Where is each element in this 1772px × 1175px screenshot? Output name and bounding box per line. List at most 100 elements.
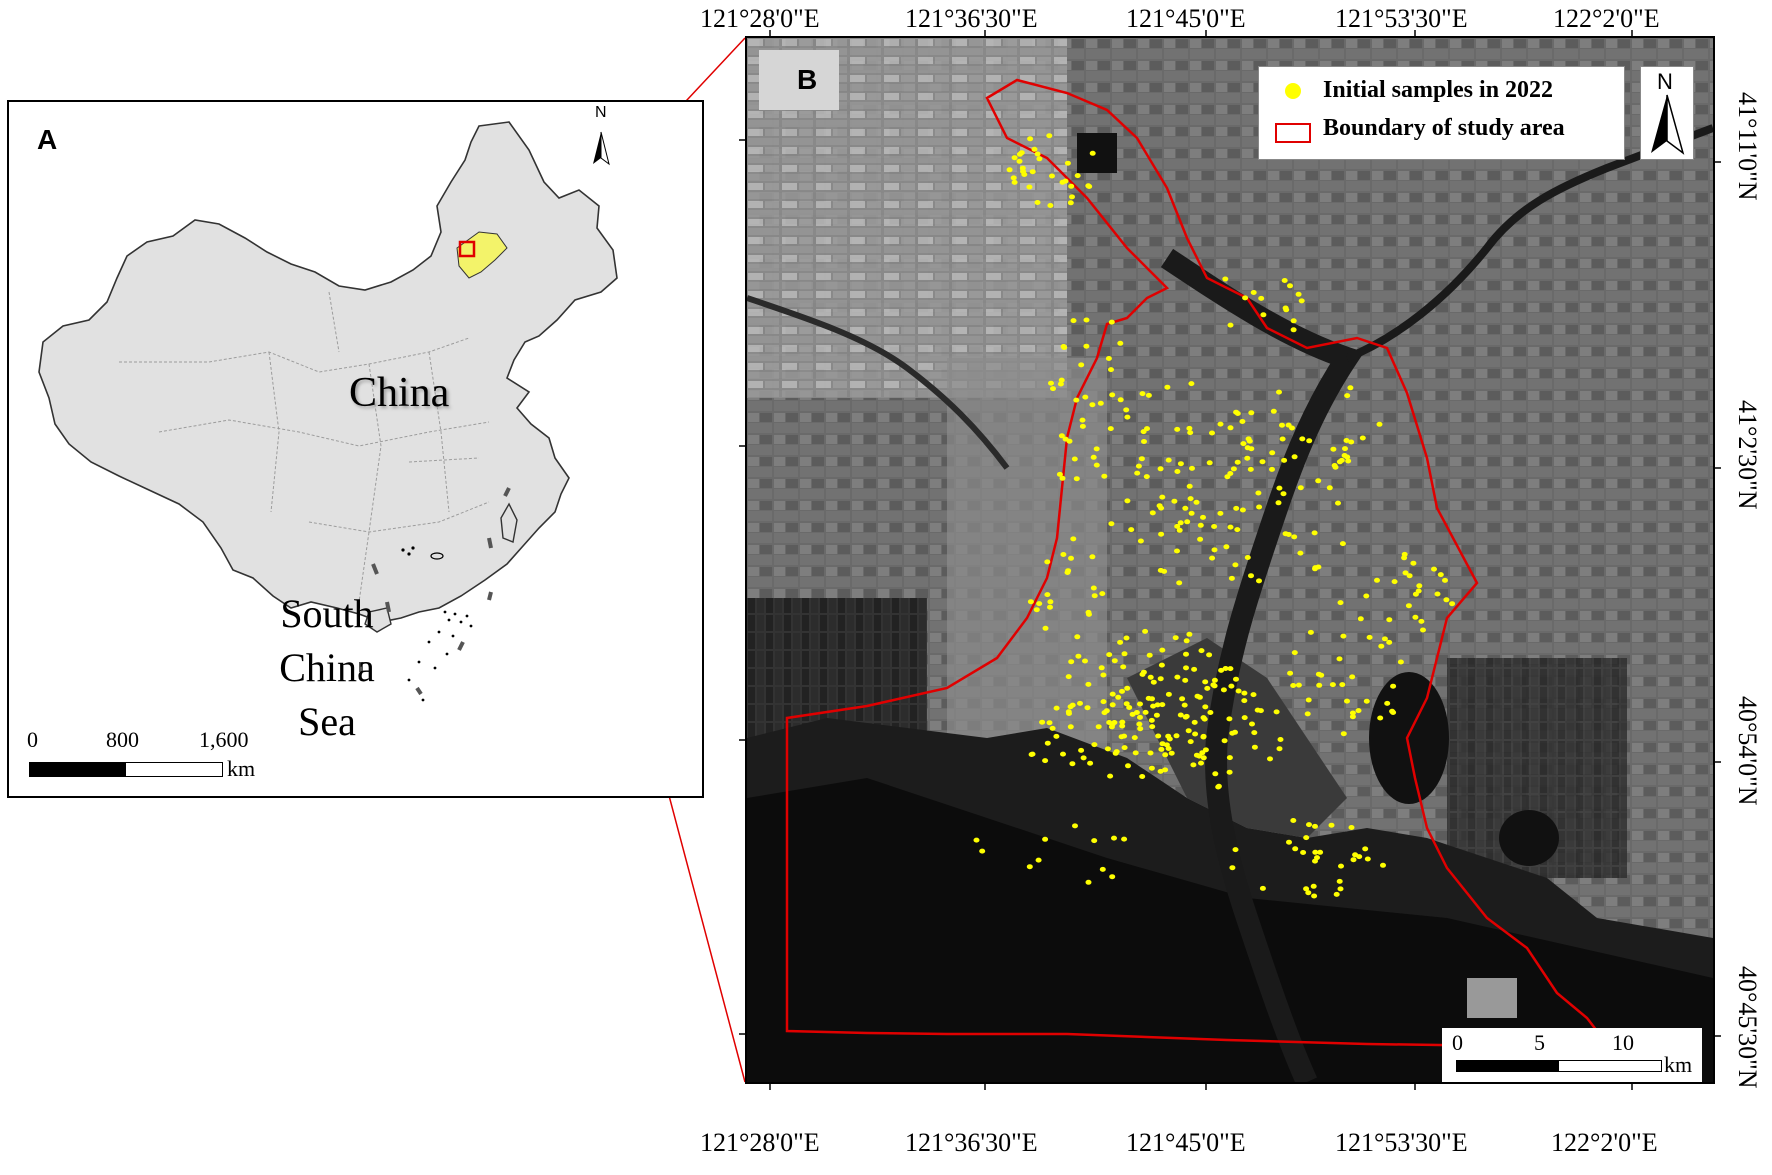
sample-point bbox=[1168, 750, 1175, 756]
sample-point bbox=[1080, 755, 1087, 761]
sample-point bbox=[1234, 411, 1241, 416]
sample-point bbox=[1227, 524, 1234, 530]
sample-point bbox=[1405, 603, 1412, 609]
sample-point bbox=[1312, 858, 1318, 864]
scalebar-black-segment bbox=[1456, 1060, 1560, 1072]
sample-point bbox=[1286, 839, 1292, 845]
sample-point bbox=[1449, 601, 1456, 607]
sample-point bbox=[1100, 699, 1107, 705]
sample-point bbox=[1067, 704, 1074, 710]
sample-point bbox=[1036, 156, 1043, 162]
sample-point bbox=[1046, 720, 1053, 726]
sample-point bbox=[1326, 485, 1333, 491]
sample-point bbox=[1149, 724, 1156, 730]
sample-point bbox=[1206, 460, 1213, 466]
sea-label-line: Sea bbox=[298, 699, 356, 744]
sample-point bbox=[1177, 712, 1184, 718]
sample-point bbox=[1420, 627, 1426, 633]
sample-point bbox=[1124, 685, 1131, 691]
sample-point bbox=[1362, 846, 1369, 852]
sample-point bbox=[1198, 648, 1205, 654]
sample-point bbox=[1107, 426, 1114, 432]
sample-point bbox=[1241, 690, 1248, 696]
sample-point bbox=[1202, 704, 1209, 710]
sample-point bbox=[1416, 583, 1423, 589]
north-arrow-b: N bbox=[1640, 66, 1694, 160]
province-borders bbox=[119, 291, 490, 603]
sample-point bbox=[1136, 721, 1143, 727]
sample-point bbox=[1305, 890, 1312, 896]
sample-point bbox=[1056, 471, 1063, 477]
sample-point bbox=[1050, 386, 1056, 392]
sample-point bbox=[1258, 295, 1265, 301]
sample-point bbox=[1124, 414, 1131, 420]
sample-point bbox=[1123, 635, 1130, 641]
sample-point bbox=[1343, 438, 1350, 443]
sample-point bbox=[1138, 456, 1145, 462]
sample-point bbox=[1060, 751, 1066, 757]
sample-point bbox=[1031, 146, 1038, 152]
sample-point bbox=[1311, 893, 1318, 899]
south-china-sea-islands bbox=[401, 546, 473, 702]
sample-point bbox=[1117, 639, 1124, 645]
sample-point bbox=[1248, 446, 1255, 452]
china-outline-map bbox=[38, 121, 618, 702]
sample-point bbox=[1335, 500, 1341, 506]
sample-point bbox=[1239, 507, 1246, 513]
scalebar-white-segment bbox=[1558, 1060, 1662, 1072]
top-longitude-label: 121°45'0"E bbox=[1126, 4, 1246, 33]
sample-point bbox=[1078, 362, 1085, 368]
sample-point bbox=[1222, 666, 1229, 671]
sample-point bbox=[1120, 664, 1127, 670]
sample-point bbox=[1070, 318, 1077, 324]
sample-point bbox=[1349, 710, 1356, 716]
sample-point bbox=[1234, 527, 1241, 533]
sample-point bbox=[1275, 500, 1282, 506]
sample-point bbox=[1276, 485, 1283, 491]
sample-point bbox=[1074, 173, 1081, 179]
sample-point bbox=[1443, 597, 1450, 603]
sample-point bbox=[1171, 498, 1178, 504]
sample-point bbox=[1248, 573, 1254, 579]
bottom-longitude-label: 121°28'0"E bbox=[700, 1128, 820, 1157]
sample-point bbox=[1159, 702, 1166, 708]
sample-point bbox=[1241, 715, 1248, 721]
sample-point bbox=[1349, 674, 1356, 680]
sample-point bbox=[1276, 746, 1283, 752]
sample-point bbox=[1027, 599, 1034, 605]
sample-point bbox=[1091, 742, 1098, 748]
china-label: China bbox=[349, 370, 450, 416]
hainan-island bbox=[364, 607, 392, 633]
sample-point bbox=[1364, 856, 1371, 862]
sample-point bbox=[1211, 677, 1218, 683]
sample-point bbox=[1109, 721, 1116, 727]
sample-point bbox=[1033, 607, 1040, 613]
sample-point bbox=[1047, 203, 1054, 208]
sea-label-line: China bbox=[279, 645, 375, 690]
sample-point bbox=[1070, 536, 1077, 542]
sample-point bbox=[1158, 662, 1165, 668]
sample-point bbox=[1069, 194, 1075, 200]
sample-point bbox=[1165, 457, 1172, 463]
sample-point bbox=[1397, 659, 1404, 665]
sample-point bbox=[1344, 393, 1351, 399]
sample-point bbox=[1338, 863, 1344, 869]
sample-point bbox=[1377, 715, 1384, 721]
sample-point bbox=[1145, 695, 1152, 701]
sample-point bbox=[1187, 430, 1194, 436]
sample-point bbox=[1026, 864, 1033, 870]
satellite-imagery bbox=[747, 38, 1713, 1082]
sample-point bbox=[1069, 761, 1076, 767]
sample-point bbox=[1111, 658, 1118, 664]
sample-point bbox=[1437, 572, 1444, 578]
sample-point bbox=[1153, 712, 1160, 718]
sample-point bbox=[1200, 514, 1206, 520]
sample-point bbox=[1158, 505, 1165, 511]
sample-point bbox=[1342, 446, 1348, 452]
sample-point bbox=[1073, 476, 1080, 482]
sample-point bbox=[1108, 319, 1115, 325]
sample-point bbox=[1049, 173, 1055, 179]
sample-point bbox=[1196, 694, 1203, 700]
sample-point bbox=[1112, 750, 1119, 756]
sample-point bbox=[1174, 523, 1181, 529]
